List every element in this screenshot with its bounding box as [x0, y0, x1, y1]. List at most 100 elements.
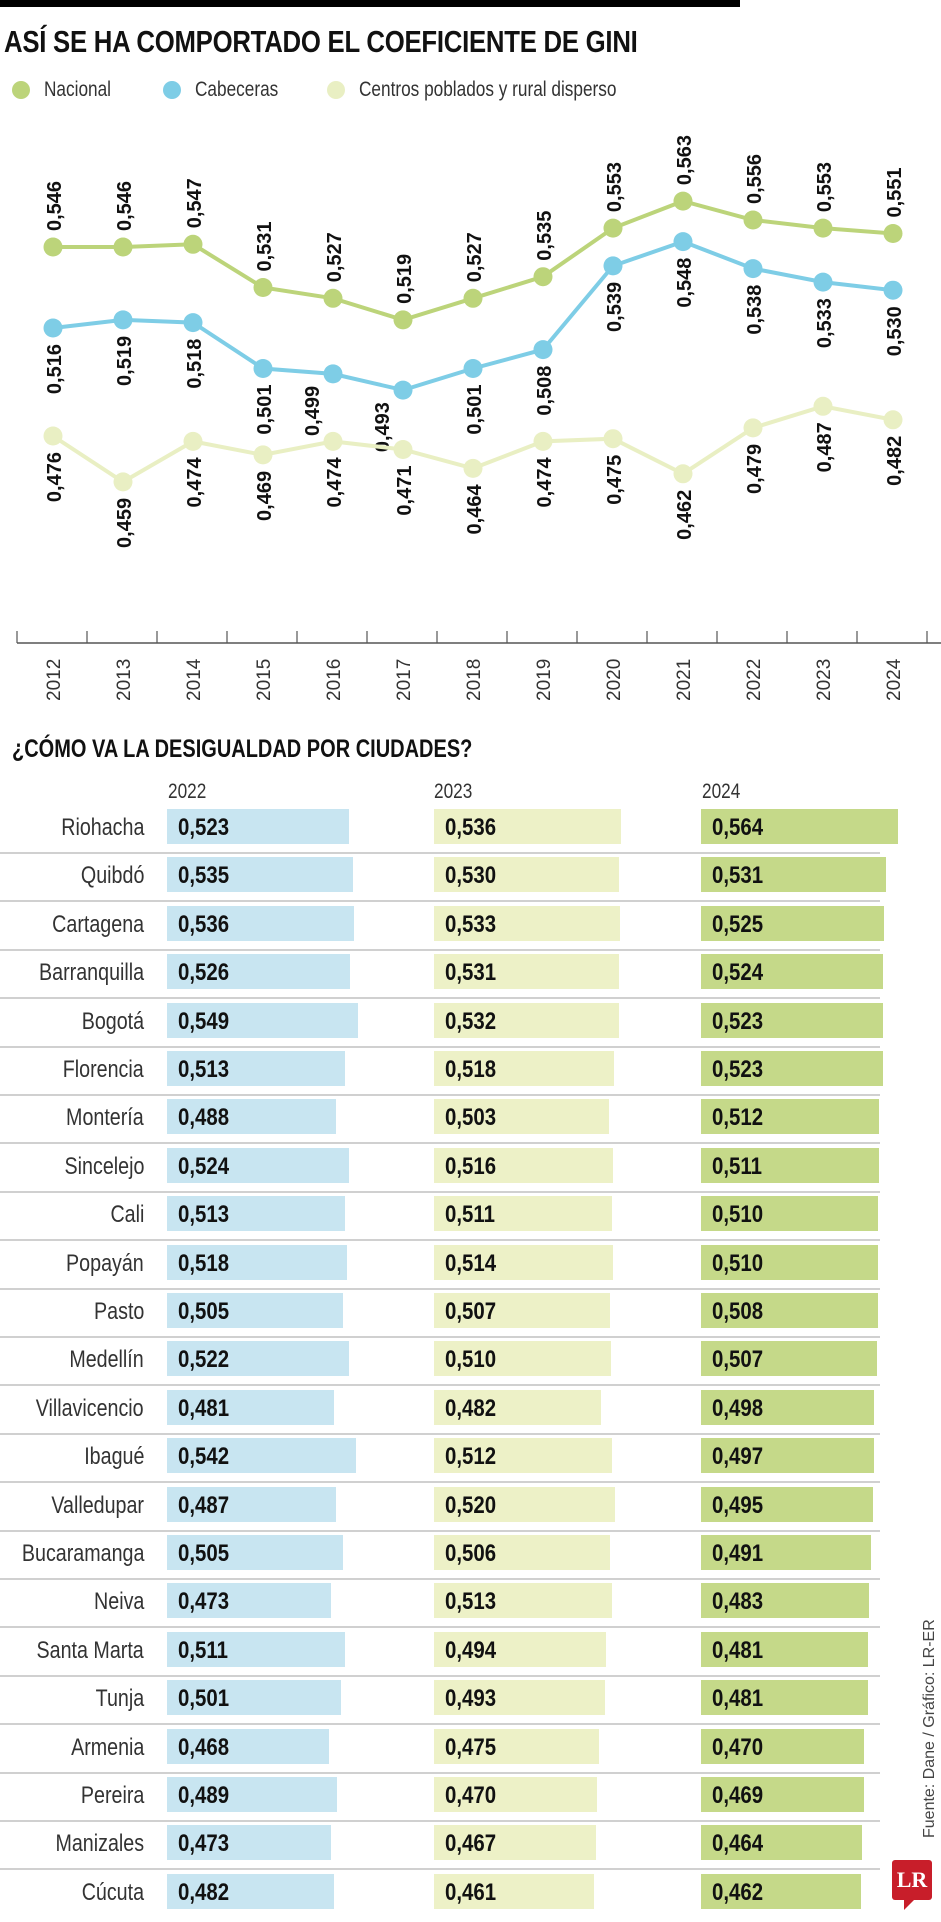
bar-value-label: 0,505 — [178, 1298, 230, 1325]
bar-2024: 0,469 — [701, 1777, 864, 1812]
bar-2023: 0,470 — [434, 1777, 597, 1812]
data-label: 0,563 — [674, 135, 696, 185]
data-point — [183, 431, 203, 451]
data-point — [883, 224, 903, 243]
x-tick-label: 2018 — [464, 659, 485, 701]
row-divider — [0, 1674, 880, 1677]
bar-value-label: 0,505 — [178, 1540, 230, 1567]
data-label: 0,519 — [114, 336, 136, 386]
legend-item-centros: Centros poblados y rural disperso — [327, 78, 673, 102]
data-point — [463, 359, 483, 378]
x-tick-label: 2017 — [394, 659, 415, 701]
bar-2022: 0,536 — [167, 905, 354, 941]
data-point — [813, 272, 833, 292]
row-divider — [0, 1626, 880, 1629]
data-label: 0,464 — [464, 484, 486, 535]
bar-value-label: 0,481 — [712, 1685, 764, 1713]
bar-2022: 0,522 — [167, 1341, 349, 1377]
city-label: Sincelejo — [64, 1152, 144, 1180]
city-label: Ibagué — [83, 1443, 144, 1471]
data-label: 0,551 — [884, 167, 906, 217]
city-label: Cúcuta — [81, 1878, 144, 1906]
x-tick-label: 2015 — [254, 659, 275, 701]
data-label: 0,548 — [674, 258, 696, 308]
bar-value-label: 0,491 — [712, 1540, 764, 1567]
bar-value-label: 0,510 — [445, 1346, 497, 1374]
bar-2024: 0,462 — [701, 1873, 862, 1909]
bar-2024: 0,483 — [701, 1583, 869, 1619]
table-row: Pereira 0,489 0,470 0,469 — [0, 1777, 880, 1825]
bar-2024: 0,511 — [701, 1147, 879, 1183]
row-divider — [0, 1045, 880, 1048]
data-point — [183, 313, 203, 333]
source-note: Fuente: Dane / Gráfico: LR-ER — [921, 1619, 938, 1838]
bar-2023: 0,514 — [434, 1244, 613, 1280]
bar-2024: 0,491 — [701, 1535, 872, 1570]
bar-value-label: 0,511 — [712, 1152, 762, 1180]
bar-2023: 0,531 — [434, 954, 619, 990]
bar-2024: 0,498 — [701, 1389, 874, 1425]
bar-value-label: 0,523 — [712, 1056, 764, 1083]
data-point — [743, 259, 763, 279]
x-tick-label: 2020 — [604, 659, 625, 701]
bar-value-label: 0,494 — [445, 1636, 497, 1664]
bar-value-label: 0,498 — [712, 1394, 764, 1422]
x-tick-label: 2019 — [534, 659, 555, 701]
row-divider — [0, 1723, 880, 1726]
city-label: Manizales — [55, 1830, 144, 1858]
bar-value-label: 0,514 — [445, 1249, 497, 1277]
bar-2022: 0,505 — [167, 1293, 343, 1328]
data-label: 0,553 — [814, 162, 836, 212]
bar-value-label: 0,536 — [178, 910, 230, 938]
bar-2023: 0,512 — [434, 1438, 613, 1474]
table-row: Montería 0,488 0,503 0,512 — [0, 1099, 880, 1147]
bar-value-label: 0,497 — [712, 1443, 764, 1471]
bar-value-label: 0,526 — [178, 959, 230, 987]
data-point — [323, 364, 343, 384]
data-label: 0,482 — [884, 436, 906, 486]
bar-value-label: 0,525 — [712, 910, 764, 938]
bar-value-label: 0,518 — [178, 1249, 230, 1277]
x-tick-label: 2023 — [814, 659, 835, 701]
row-divider — [0, 1820, 880, 1822]
bar-value-label: 0,511 — [178, 1636, 228, 1664]
legend: Nacional Cabeceras Centros poblados y ru… — [0, 78, 941, 104]
data-label: 0,530 — [884, 306, 906, 356]
bar-value-label: 0,501 — [178, 1685, 230, 1713]
bar-2022: 0,524 — [167, 1147, 350, 1183]
bar-value-label: 0,524 — [178, 1152, 230, 1180]
top-rule — [0, 0, 740, 7]
bar-value-label: 0,475 — [445, 1733, 497, 1761]
data-point — [533, 340, 553, 360]
data-label: 0,474 — [184, 457, 206, 508]
bar-2022: 0,468 — [167, 1728, 330, 1764]
row-divider — [0, 1190, 880, 1193]
bar-value-label: 0,523 — [178, 814, 230, 841]
data-label: 0,476 — [44, 452, 66, 502]
table-row: Popayán 0,518 0,514 0,510 — [0, 1244, 880, 1293]
data-point — [183, 234, 203, 254]
bar-2024: 0,564 — [701, 809, 898, 844]
data-point — [323, 288, 343, 308]
data-point — [673, 191, 693, 211]
data-label: 0,471 — [394, 466, 416, 516]
bar-2023: 0,518 — [434, 1051, 615, 1086]
data-point — [393, 380, 413, 400]
data-point — [113, 472, 133, 492]
data-point — [603, 429, 623, 449]
bar-value-label: 0,482 — [445, 1394, 497, 1422]
data-point — [253, 359, 273, 378]
row-divider — [0, 1481, 880, 1484]
row-divider — [0, 1287, 880, 1290]
x-tick-label: 2013 — [114, 659, 135, 701]
bar-2022: 0,501 — [167, 1680, 342, 1716]
bar-2023: 0,532 — [434, 1002, 620, 1038]
bar-2022: 0,489 — [167, 1777, 337, 1812]
row-divider — [0, 1336, 880, 1338]
legend-dot-icon — [163, 81, 181, 99]
bar-value-label: 0,470 — [712, 1733, 764, 1761]
table-row: Quibdó 0,535 0,530 0,531 — [0, 857, 886, 905]
bar-value-label: 0,506 — [445, 1540, 497, 1567]
city-label: Neiva — [93, 1588, 144, 1616]
city-label: Barranquilla — [38, 959, 144, 987]
